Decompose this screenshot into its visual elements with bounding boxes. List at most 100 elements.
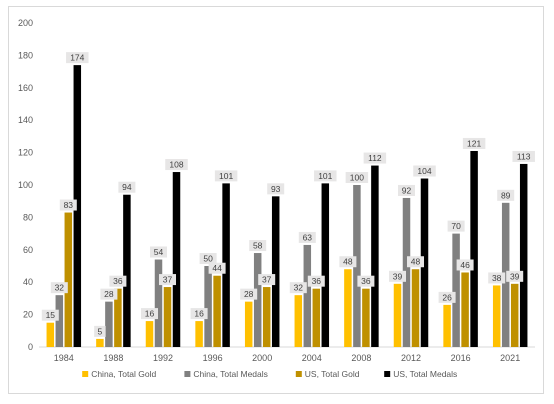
data-label-background (456, 259, 474, 271)
bar (145, 321, 154, 347)
y-tick-label: 120 (18, 148, 33, 158)
data-label-background (512, 150, 535, 162)
data-label: 28 (244, 289, 254, 299)
x-tick-label: 2008 (351, 353, 371, 363)
data-label: 63 (303, 232, 313, 242)
bar (510, 283, 519, 347)
data-label: 121 (467, 138, 481, 148)
data-label: 32 (294, 283, 304, 293)
legend-swatch (384, 371, 391, 377)
data-label: 15 (46, 310, 56, 320)
data-label: 44 (212, 263, 222, 273)
y-tick-label: 0 (28, 342, 33, 352)
data-label-background (488, 272, 506, 284)
bar (393, 283, 402, 347)
x-tick-label: 2016 (451, 353, 471, 363)
bar (443, 304, 451, 347)
bar (492, 285, 501, 347)
data-label: 28 (104, 289, 114, 299)
data-label: 113 (517, 151, 531, 161)
data-label: 16 (145, 309, 155, 319)
bar (470, 150, 478, 347)
bar (402, 197, 411, 347)
data-label: 26 (442, 292, 452, 302)
data-label: 112 (368, 153, 382, 163)
bar (73, 65, 82, 347)
bar (452, 233, 460, 347)
bar (294, 295, 303, 347)
data-label: 32 (55, 283, 65, 293)
y-tick-label: 140 (18, 115, 33, 125)
data-label-background (363, 152, 387, 164)
legend-swatch (184, 371, 191, 377)
data-label: 39 (510, 271, 520, 281)
bar (303, 244, 312, 347)
x-tick-label: 1988 (103, 353, 123, 363)
y-tick-label: 60 (23, 245, 33, 255)
data-label-background (267, 183, 285, 195)
bar (312, 288, 321, 347)
data-label: 50 (203, 254, 213, 264)
data-label-background (118, 181, 136, 193)
data-label-background (249, 240, 267, 252)
legend-entry: US, Total Medals (393, 369, 457, 379)
data-label-background (150, 246, 167, 258)
bar (321, 183, 330, 347)
data-label-background (199, 253, 217, 264)
x-tick-label: 2000 (252, 353, 272, 363)
bar (271, 196, 280, 347)
data-label-background (208, 262, 226, 274)
bar (253, 253, 262, 347)
bar (519, 163, 528, 347)
data-label: 36 (113, 276, 123, 286)
data-label: 58 (253, 241, 263, 251)
bar (411, 269, 420, 347)
x-tick-label: 1992 (153, 353, 173, 363)
bar (420, 178, 429, 347)
data-label: 100 (350, 173, 364, 183)
y-tick-label: 180 (18, 50, 33, 60)
data-label: 36 (361, 276, 371, 286)
bar (353, 185, 361, 347)
data-label: 174 (70, 53, 84, 63)
data-label-background (345, 172, 369, 183)
bar (64, 212, 73, 347)
data-label: 48 (343, 257, 353, 267)
data-label-background (50, 282, 68, 294)
data-label-background (100, 288, 118, 300)
data-label-background (214, 170, 238, 182)
legend-entry: China, Total Medals (193, 369, 268, 379)
y-tick-label: 200 (18, 18, 33, 28)
data-label-background (41, 309, 59, 321)
bar (262, 287, 271, 347)
bar (46, 322, 55, 347)
bar (213, 275, 221, 347)
data-label: 83 (64, 200, 74, 210)
data-label-background (66, 52, 89, 64)
data-label: 92 (402, 185, 412, 195)
data-label-background (109, 275, 127, 287)
data-label: 46 (460, 260, 470, 270)
data-label-background (497, 189, 515, 201)
bar (154, 259, 163, 347)
bar (163, 287, 172, 347)
data-label-background (190, 308, 208, 320)
data-label-background (447, 220, 465, 232)
legend-entry: US, Total Gold (305, 369, 360, 379)
legend-entry: China, Total Gold (91, 369, 156, 379)
y-tick-label: 100 (18, 180, 33, 190)
data-label-background (159, 274, 176, 286)
bar (123, 194, 131, 347)
legend-swatch (295, 371, 302, 377)
bar (195, 321, 203, 347)
data-label-background (438, 291, 456, 303)
bar (501, 202, 510, 347)
data-label-background (240, 288, 258, 300)
data-label: 54 (154, 247, 164, 257)
x-tick-label: 1996 (203, 353, 223, 363)
x-tick-label: 2004 (302, 353, 322, 363)
legend-swatch (82, 371, 89, 377)
data-label: 93 (271, 184, 281, 194)
data-label-background (258, 274, 276, 286)
data-label-background (389, 270, 406, 282)
